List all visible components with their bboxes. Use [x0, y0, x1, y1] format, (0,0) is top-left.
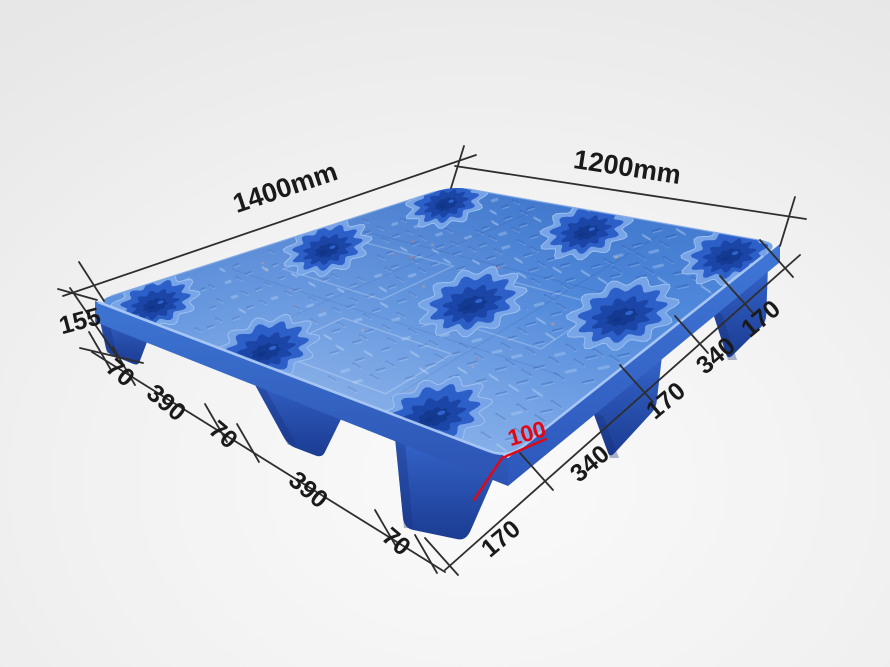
dim-tick: [414, 534, 438, 574]
dim-line: [91, 351, 446, 573]
dim-tick: [374, 509, 398, 549]
pallet-wall-right: [508, 244, 780, 486]
dim-tick: [88, 331, 112, 371]
foot-height-line: [472, 456, 504, 502]
pallet-wall-left: [95, 301, 508, 486]
dim-line: [69, 287, 119, 359]
dim-line: [62, 154, 477, 297]
dim-tick: [112, 346, 136, 386]
foot-height-leader: [500, 437, 548, 460]
pallet-side-walls: [95, 244, 780, 486]
dim-tick: [674, 315, 709, 354]
dim-line: [444, 254, 801, 571]
dim-tick: [236, 423, 260, 463]
dim-tick: [759, 239, 794, 278]
dim-tick: [619, 364, 654, 403]
deck-back-edge-highlight: [110, 188, 765, 297]
deck-front-edge-highlight: [97, 254, 764, 456]
pallet-feet: [98, 266, 768, 540]
dim-extension: [779, 196, 796, 247]
dim-tick: [519, 452, 554, 491]
dim-tick: [719, 275, 754, 314]
dim-tick: [424, 537, 459, 576]
dim-extension: [57, 288, 98, 301]
dim-tick: [204, 403, 228, 443]
dim-extension: [78, 261, 105, 302]
dim-extension: [79, 347, 144, 364]
dim-line: [454, 165, 807, 220]
